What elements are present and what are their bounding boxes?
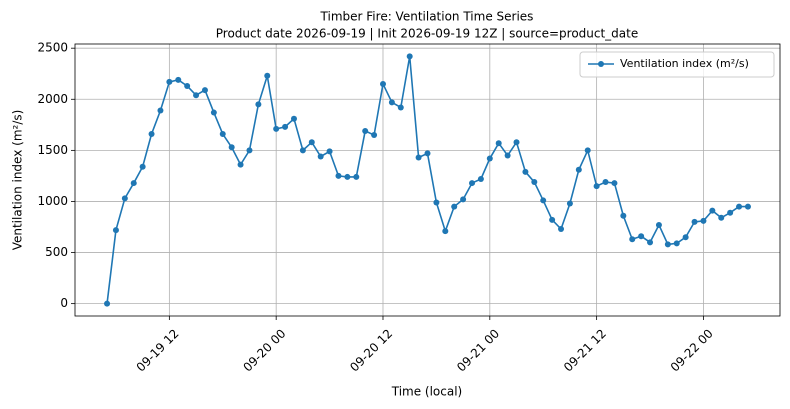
data-point bbox=[691, 218, 698, 225]
data-point bbox=[549, 216, 556, 223]
data-point bbox=[148, 131, 155, 138]
data-point bbox=[451, 203, 458, 210]
y-tick-label: 1000 bbox=[37, 194, 68, 208]
legend-label: Ventilation index (m²/s) bbox=[620, 57, 749, 70]
data-point bbox=[655, 221, 662, 228]
data-point bbox=[379, 80, 386, 87]
plot-frame bbox=[74, 43, 781, 317]
data-point bbox=[415, 154, 422, 161]
data-point bbox=[112, 227, 119, 234]
x-tick-label: 09-20 12 bbox=[347, 326, 395, 374]
data-point bbox=[736, 203, 743, 210]
data-point bbox=[584, 147, 591, 154]
data-point bbox=[130, 180, 137, 187]
legend: Ventilation index (m²/s) bbox=[579, 51, 775, 78]
data-point bbox=[193, 92, 200, 99]
data-point bbox=[353, 173, 360, 180]
data-point bbox=[210, 109, 217, 116]
data-point bbox=[433, 199, 440, 206]
data-point bbox=[495, 140, 502, 147]
data-point bbox=[255, 101, 262, 108]
data-point bbox=[682, 234, 689, 241]
data-point bbox=[299, 147, 306, 154]
y-tick-label: 2000 bbox=[37, 92, 68, 106]
data-point bbox=[460, 196, 467, 203]
x-axis-label: Time (local) bbox=[391, 385, 463, 399]
data-point bbox=[593, 183, 600, 190]
data-point bbox=[282, 123, 289, 130]
data-point bbox=[104, 300, 111, 307]
data-point bbox=[290, 115, 297, 122]
data-point bbox=[175, 76, 182, 83]
data-point bbox=[397, 104, 404, 111]
data-point bbox=[228, 144, 235, 151]
x-tick-label: 09-21 00 bbox=[454, 326, 502, 374]
data-point bbox=[673, 240, 680, 247]
data-point bbox=[424, 150, 431, 157]
y-axis-label: Ventilation index (m²/s) bbox=[11, 110, 25, 251]
y-tick-label: 0 bbox=[60, 296, 68, 310]
data-point bbox=[611, 180, 618, 187]
data-point bbox=[531, 179, 538, 186]
data-point bbox=[709, 207, 716, 214]
data-point bbox=[246, 147, 253, 154]
data-point bbox=[326, 148, 333, 155]
data-point bbox=[264, 72, 271, 79]
data-point bbox=[237, 161, 244, 168]
data-point bbox=[575, 166, 582, 173]
data-point bbox=[558, 226, 565, 233]
data-point bbox=[718, 214, 725, 221]
y-tick-label: 1500 bbox=[37, 143, 68, 157]
data-point bbox=[335, 172, 342, 179]
data-point bbox=[157, 107, 164, 114]
legend-marker bbox=[598, 61, 604, 67]
data-point bbox=[513, 139, 520, 146]
data-point bbox=[700, 217, 707, 224]
data-point bbox=[166, 78, 173, 85]
x-tick-label: 09-19 12 bbox=[134, 326, 182, 374]
data-point bbox=[522, 168, 529, 175]
data-point bbox=[308, 139, 315, 146]
data-point bbox=[744, 203, 751, 210]
x-tick-label: 09-22 00 bbox=[668, 326, 716, 374]
data-point bbox=[638, 233, 645, 240]
data-point bbox=[121, 195, 128, 202]
series-line bbox=[106, 56, 748, 304]
y-tick-label: 500 bbox=[45, 245, 68, 259]
data-point bbox=[540, 197, 547, 204]
data-point bbox=[388, 99, 395, 106]
data-point bbox=[477, 175, 484, 182]
legend-box bbox=[579, 51, 775, 78]
data-point bbox=[664, 241, 671, 248]
data-point bbox=[469, 180, 476, 187]
x-tick-label: 09-21 12 bbox=[561, 326, 609, 374]
data-point bbox=[647, 239, 654, 246]
data-point bbox=[273, 125, 280, 132]
data-point bbox=[486, 155, 493, 162]
data-point bbox=[371, 132, 378, 139]
chart-title: Timber Fire: Ventilation Time Series bbox=[320, 10, 534, 24]
data-point bbox=[629, 236, 636, 243]
data-point bbox=[442, 228, 449, 235]
data-point bbox=[139, 163, 146, 170]
data-point bbox=[344, 173, 351, 180]
chart-subtitle: Product date 2026-09-19 | Init 2026-09-1… bbox=[216, 27, 639, 41]
data-point bbox=[727, 209, 734, 216]
data-point bbox=[602, 179, 609, 186]
data-point bbox=[566, 200, 573, 207]
y-tick-label: 2500 bbox=[37, 41, 68, 55]
data-point bbox=[317, 153, 324, 160]
data-point bbox=[504, 152, 511, 159]
data-point bbox=[406, 53, 413, 60]
data-point bbox=[219, 131, 226, 138]
data-point bbox=[362, 127, 369, 134]
data-point bbox=[620, 212, 627, 219]
x-tick-label: 09-20 00 bbox=[240, 326, 288, 374]
data-point bbox=[184, 82, 191, 89]
data-point bbox=[201, 87, 208, 94]
